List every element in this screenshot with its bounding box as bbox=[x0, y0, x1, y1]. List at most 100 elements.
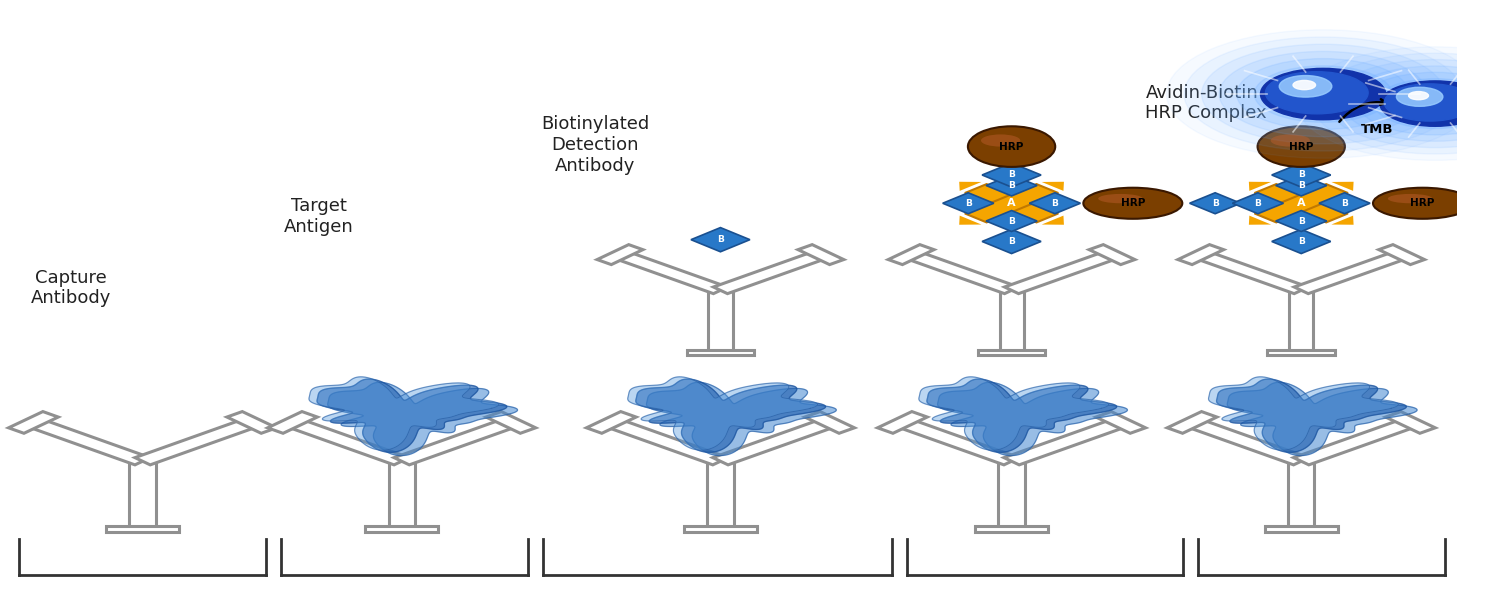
Ellipse shape bbox=[1388, 194, 1432, 203]
Circle shape bbox=[1260, 68, 1386, 120]
Polygon shape bbox=[1250, 215, 1270, 225]
Bar bbox=[999, 461, 1024, 527]
Polygon shape bbox=[285, 419, 410, 465]
Bar bbox=[978, 350, 1046, 355]
Circle shape bbox=[1280, 76, 1332, 97]
Bar bbox=[388, 461, 416, 527]
Circle shape bbox=[1220, 52, 1426, 137]
Polygon shape bbox=[1250, 182, 1270, 191]
Circle shape bbox=[1293, 80, 1316, 89]
Bar bbox=[687, 350, 754, 355]
Circle shape bbox=[1266, 71, 1368, 114]
Polygon shape bbox=[982, 229, 1041, 254]
Text: HRP: HRP bbox=[1410, 198, 1434, 208]
Polygon shape bbox=[904, 251, 1019, 293]
Polygon shape bbox=[1254, 184, 1348, 223]
Bar bbox=[999, 290, 1023, 351]
Text: B: B bbox=[1298, 181, 1305, 190]
Polygon shape bbox=[586, 412, 636, 433]
Text: B: B bbox=[1052, 199, 1059, 208]
Polygon shape bbox=[1254, 184, 1348, 223]
Polygon shape bbox=[1216, 379, 1407, 452]
Circle shape bbox=[1344, 66, 1500, 141]
Polygon shape bbox=[9, 412, 58, 433]
Polygon shape bbox=[1209, 377, 1398, 450]
Circle shape bbox=[1202, 44, 1444, 144]
Polygon shape bbox=[714, 251, 828, 293]
Polygon shape bbox=[964, 184, 1059, 223]
Bar bbox=[708, 461, 734, 527]
Circle shape bbox=[1312, 53, 1500, 154]
Polygon shape bbox=[986, 211, 1036, 232]
Polygon shape bbox=[226, 412, 276, 433]
Bar bbox=[708, 290, 732, 351]
Polygon shape bbox=[1332, 215, 1353, 225]
Polygon shape bbox=[26, 419, 150, 465]
Polygon shape bbox=[1167, 412, 1216, 433]
Polygon shape bbox=[1275, 211, 1328, 232]
Ellipse shape bbox=[1270, 134, 1310, 146]
Polygon shape bbox=[1479, 193, 1500, 214]
Polygon shape bbox=[958, 215, 981, 225]
Text: B: B bbox=[1254, 199, 1262, 208]
Polygon shape bbox=[798, 245, 844, 265]
Text: Target
Antigen: Target Antigen bbox=[284, 197, 354, 236]
Polygon shape bbox=[986, 175, 1036, 196]
Text: A: A bbox=[1008, 198, 1016, 208]
Polygon shape bbox=[888, 245, 934, 265]
Polygon shape bbox=[1227, 382, 1418, 455]
Polygon shape bbox=[316, 379, 507, 452]
Polygon shape bbox=[1194, 251, 1308, 293]
Polygon shape bbox=[394, 419, 519, 465]
Polygon shape bbox=[1318, 193, 1370, 214]
Bar bbox=[1288, 290, 1314, 351]
Bar bbox=[684, 526, 758, 532]
Ellipse shape bbox=[968, 126, 1054, 167]
Bar bbox=[364, 526, 438, 532]
Polygon shape bbox=[982, 163, 1041, 187]
Ellipse shape bbox=[1257, 126, 1346, 167]
Text: B: B bbox=[1298, 170, 1305, 179]
Polygon shape bbox=[1004, 419, 1128, 465]
Circle shape bbox=[1254, 66, 1392, 122]
Polygon shape bbox=[267, 412, 318, 433]
Text: A: A bbox=[1298, 198, 1305, 208]
Bar bbox=[975, 526, 1048, 532]
Ellipse shape bbox=[981, 134, 1020, 146]
Polygon shape bbox=[1233, 193, 1284, 214]
Ellipse shape bbox=[1098, 194, 1143, 203]
Text: HRP: HRP bbox=[1288, 142, 1314, 152]
Text: B: B bbox=[1008, 181, 1016, 190]
Polygon shape bbox=[603, 419, 728, 465]
Ellipse shape bbox=[1083, 188, 1182, 219]
Text: Biotinylated
Detection
Antibody: Biotinylated Detection Antibody bbox=[542, 115, 650, 175]
Text: Capture
Antibody: Capture Antibody bbox=[32, 269, 111, 307]
Bar bbox=[106, 526, 180, 532]
Text: B: B bbox=[1212, 199, 1218, 208]
Ellipse shape bbox=[1372, 188, 1472, 219]
Polygon shape bbox=[1029, 193, 1080, 214]
Polygon shape bbox=[938, 382, 1128, 455]
Polygon shape bbox=[927, 379, 1118, 452]
Polygon shape bbox=[1096, 412, 1146, 433]
Polygon shape bbox=[1378, 245, 1425, 265]
Text: B: B bbox=[1298, 237, 1305, 246]
Circle shape bbox=[1328, 59, 1500, 148]
Polygon shape bbox=[1386, 412, 1435, 433]
Polygon shape bbox=[806, 412, 855, 433]
Circle shape bbox=[1380, 81, 1491, 126]
Polygon shape bbox=[627, 377, 818, 450]
Polygon shape bbox=[920, 377, 1108, 450]
Polygon shape bbox=[1185, 419, 1310, 465]
Bar bbox=[1268, 350, 1335, 355]
Circle shape bbox=[1408, 92, 1428, 100]
Circle shape bbox=[1184, 37, 1462, 151]
Text: B: B bbox=[1008, 237, 1016, 246]
Circle shape bbox=[1359, 72, 1500, 135]
Circle shape bbox=[1298, 47, 1500, 160]
Text: B: B bbox=[1008, 170, 1016, 179]
Bar bbox=[129, 461, 156, 527]
Text: B: B bbox=[1298, 217, 1305, 226]
Polygon shape bbox=[309, 377, 500, 450]
Polygon shape bbox=[327, 382, 518, 455]
